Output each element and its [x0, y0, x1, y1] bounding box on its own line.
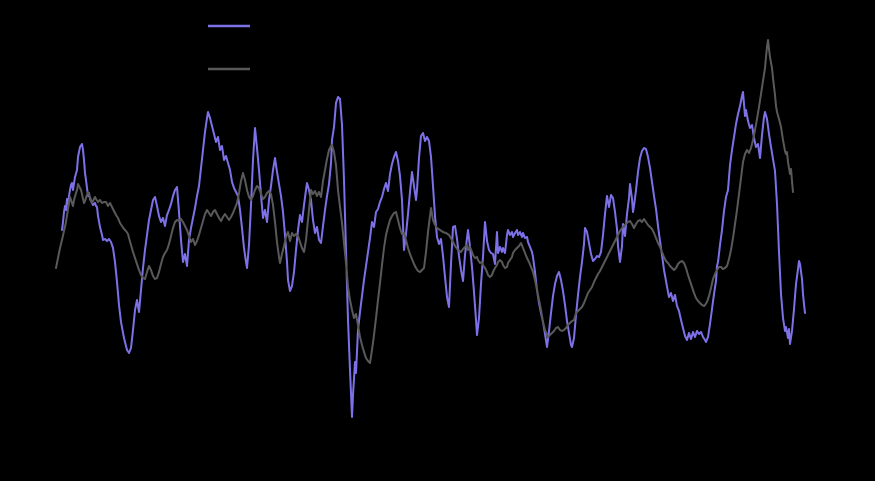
plot-series: [55, 39, 806, 418]
legend: [208, 24, 250, 71]
series-1-purple-line: [61, 91, 806, 418]
series-2-gray-line: [55, 39, 794, 364]
